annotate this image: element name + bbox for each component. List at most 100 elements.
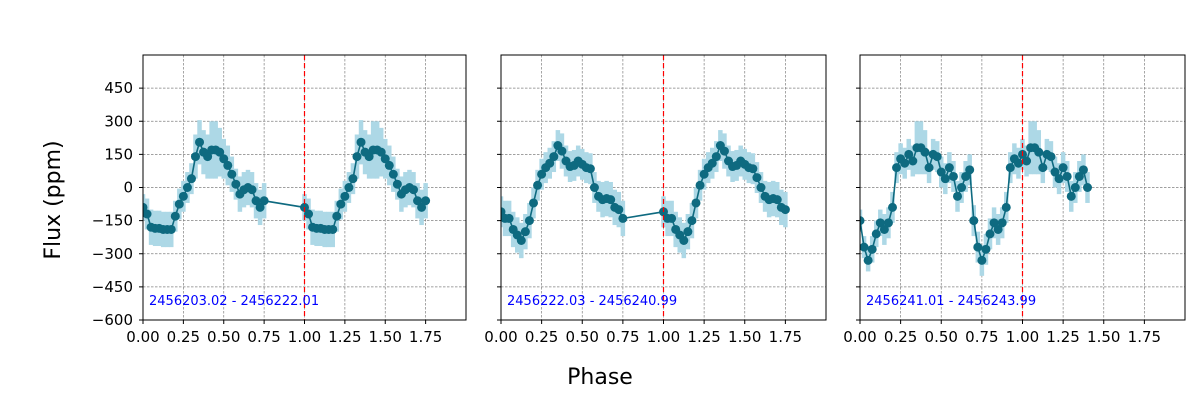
data-point — [989, 218, 999, 228]
data-point — [251, 196, 261, 206]
data-layer — [501, 130, 790, 259]
data-point — [1083, 183, 1092, 192]
data-point — [944, 163, 954, 173]
x-tick-label: 1.75 — [409, 328, 442, 346]
panel-3: 0.00 0.25 0.50 0.75 1.00 1.25 1.50 1.75 2456241.… — [843, 54, 1186, 346]
x-tick-label: 1.00 — [288, 328, 321, 346]
data-point — [178, 191, 188, 201]
data-point — [711, 152, 721, 162]
data-point — [924, 163, 934, 173]
data-point — [920, 147, 930, 157]
data-point — [231, 179, 241, 189]
data-point — [883, 218, 893, 228]
data-point — [940, 174, 950, 184]
y-tick-label: −600 — [92, 311, 133, 329]
data-point — [683, 227, 693, 237]
data-point — [380, 154, 390, 164]
data-point — [545, 158, 555, 168]
data-point — [352, 152, 362, 162]
data-point — [227, 169, 237, 179]
data-point — [679, 236, 689, 245]
data-point — [537, 169, 547, 179]
x-tick-label: 0.75 — [606, 328, 639, 346]
data-point — [1046, 152, 1056, 162]
data-point — [699, 169, 709, 179]
x-tick-label: 1.25 — [328, 328, 361, 346]
y-tick-label: 0 — [123, 179, 133, 197]
data-point — [973, 242, 983, 252]
data-point — [533, 180, 543, 190]
data-point — [143, 209, 152, 219]
data-point — [170, 211, 180, 221]
data-point — [1078, 165, 1088, 175]
data-point — [328, 224, 338, 234]
data-point — [1074, 171, 1084, 181]
data-point — [219, 154, 229, 164]
data-point — [182, 183, 192, 192]
x-tick-label: 0.50 — [207, 328, 240, 346]
data-point — [255, 202, 265, 212]
x-tick-label: 0.00 — [126, 328, 159, 346]
data-point — [965, 165, 975, 175]
data-point — [691, 198, 701, 208]
data-point — [332, 211, 342, 221]
data-point — [421, 196, 431, 206]
data-point — [529, 198, 538, 208]
data-point — [719, 146, 729, 156]
data-point — [344, 183, 354, 192]
data-point — [871, 229, 881, 239]
data-point — [524, 216, 534, 226]
data-point — [549, 152, 559, 162]
data-point — [166, 224, 176, 234]
data-point — [932, 152, 942, 162]
data-point — [364, 152, 374, 162]
data-point — [1070, 183, 1080, 192]
data-point — [993, 224, 1003, 234]
y-tick-label: −300 — [92, 245, 133, 263]
data-point — [1001, 202, 1011, 212]
data-point — [936, 167, 946, 177]
data-point — [340, 191, 350, 201]
data-point — [417, 202, 427, 212]
data-point — [614, 205, 624, 215]
x-tick-label: 0.50 — [566, 328, 599, 346]
y-tick-label: 300 — [104, 112, 133, 130]
y-tick-label: −150 — [92, 212, 133, 230]
y-tick-label: 450 — [104, 79, 133, 97]
x-tick-label: 1.75 — [769, 328, 802, 346]
x-tick-label: 0.00 — [843, 328, 876, 346]
date-range-annotation: 2456241.01 - 2456243.99 — [866, 294, 1036, 309]
data-point — [780, 205, 790, 215]
x-tick-label: 0.25 — [167, 328, 200, 346]
data-point — [667, 213, 677, 223]
data-point — [969, 216, 979, 226]
date-range-annotation: 2456222.03 - 2456240.99 — [507, 294, 677, 309]
data-point — [867, 244, 877, 254]
data-point — [1050, 167, 1060, 177]
data-point — [997, 218, 1007, 228]
y-tick-label: −450 — [92, 278, 133, 296]
data-point — [1066, 191, 1076, 201]
data-point — [1022, 156, 1032, 166]
data-point — [695, 180, 705, 190]
x-tick-label: 0.50 — [925, 328, 958, 346]
data-point — [707, 158, 717, 168]
data-point — [875, 218, 885, 228]
x-axis-label: Phase — [567, 365, 633, 390]
data-point — [756, 183, 766, 192]
x-tick-label: 1.50 — [1087, 328, 1120, 346]
x-tick-label: 1.75 — [1128, 328, 1161, 346]
data-point — [752, 173, 762, 183]
data-point — [384, 160, 394, 170]
data-point — [860, 242, 869, 252]
data-point — [203, 152, 213, 162]
x-tick-label: 0.25 — [884, 328, 917, 346]
data-point — [1062, 171, 1072, 181]
data-point — [516, 236, 526, 245]
data-point — [977, 255, 987, 265]
data-point — [908, 156, 918, 166]
data-point — [1034, 147, 1044, 157]
data-point — [195, 137, 205, 147]
data-point — [388, 169, 398, 179]
x-tick-label: 1.50 — [369, 328, 402, 346]
